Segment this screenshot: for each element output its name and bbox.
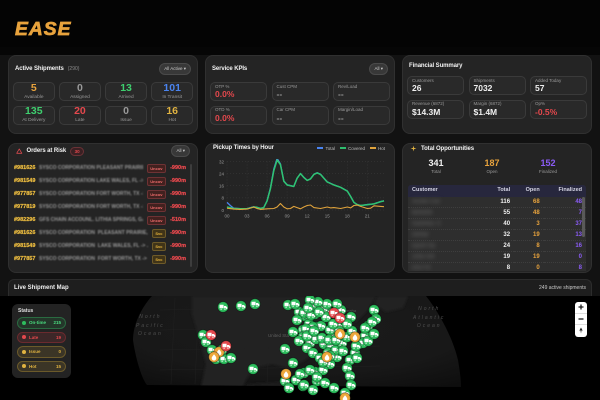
svg-text:21: 21 bbox=[365, 214, 371, 219]
svg-text:0: 0 bbox=[221, 208, 224, 213]
svg-text:32: 32 bbox=[219, 159, 225, 164]
svg-text:03: 03 bbox=[245, 214, 251, 219]
svg-text:8: 8 bbox=[221, 196, 224, 201]
svg-text:06: 06 bbox=[265, 214, 271, 219]
svg-text:12: 12 bbox=[305, 214, 311, 219]
svg-text:00: 00 bbox=[224, 214, 230, 219]
svg-text:09: 09 bbox=[285, 214, 291, 219]
svg-text:United Sta: United Sta bbox=[268, 333, 290, 338]
svg-text:Omaha: Omaha bbox=[343, 308, 357, 313]
svg-text:18: 18 bbox=[345, 214, 351, 219]
svg-text:24: 24 bbox=[219, 171, 225, 176]
svg-text:16: 16 bbox=[219, 184, 225, 189]
svg-text:15: 15 bbox=[325, 214, 331, 219]
